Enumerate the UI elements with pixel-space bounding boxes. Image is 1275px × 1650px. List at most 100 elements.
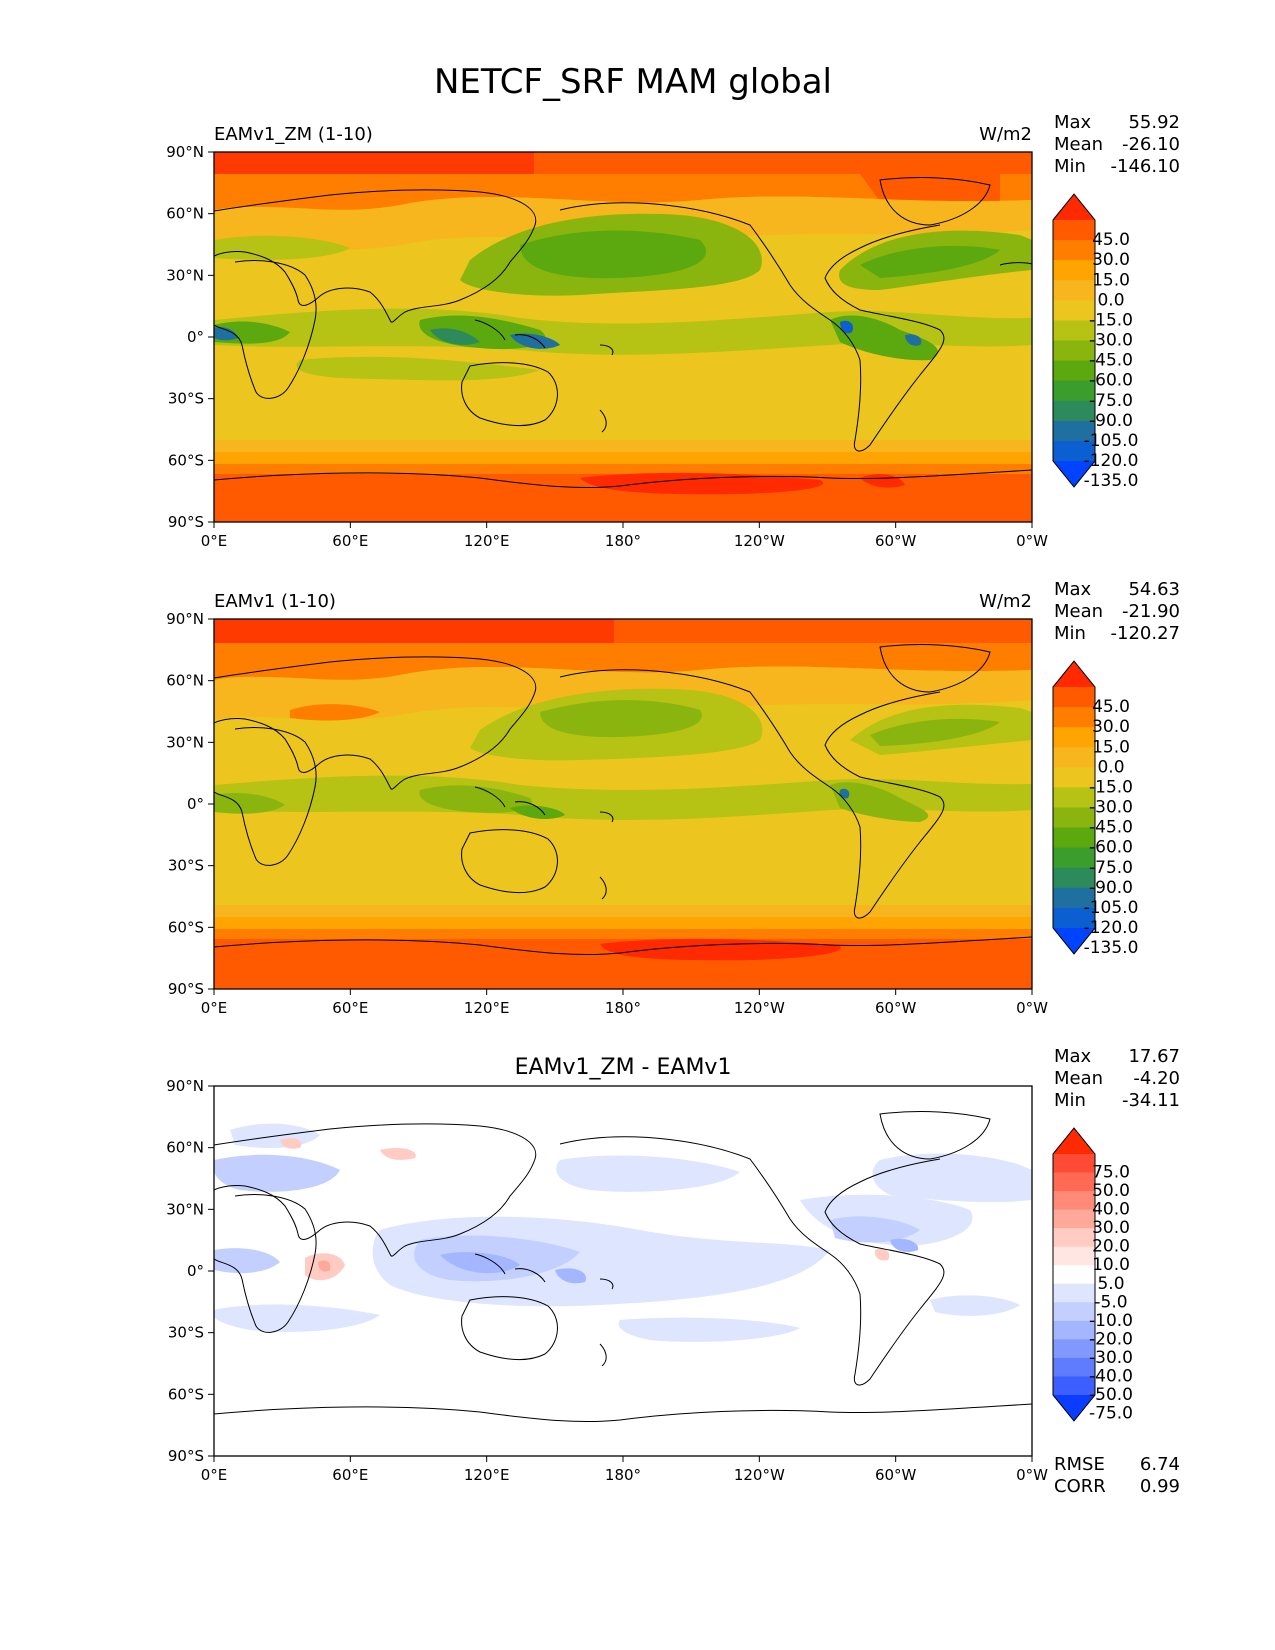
y-tick-label: 90°N [166,1077,204,1095]
panel-units: W/m2 [979,124,1032,145]
colorbar-segment [1053,360,1095,382]
colorbar-segment [1053,887,1095,909]
y-tick-label: 90°S [168,980,204,998]
y-tick-label: 60°N [166,205,204,223]
y-tick-label: 30°N [166,266,204,284]
colorbar-label: -75.0 [1089,858,1133,878]
colorbar-label: -135.0 [1084,938,1139,958]
colorbar-outline [1052,660,1096,955]
y-tick-label: 0° [187,795,204,813]
colorbar-segment [1053,1339,1095,1359]
colorbar-label: 10.0 [1092,1255,1130,1275]
colorbar-segment [1053,787,1095,808]
colorbar-label: 15.0 [1092,737,1130,757]
colorbar-label: -60.0 [1089,371,1133,391]
colorbar-label: -40.0 [1089,1366,1133,1386]
colorbar-segment [1053,440,1095,462]
colorbar-label: 0.0 [1097,290,1124,310]
colorbar-label: -75.0 [1089,1404,1133,1424]
stat-value: -21.90 [1122,601,1180,622]
colorbar-label: 30.0 [1092,1218,1130,1238]
stat-value: -34.11 [1122,1090,1180,1111]
colorbar-segment [1053,380,1095,402]
stat-value: 55.92 [1128,112,1180,133]
y-tick-label: 60°S [168,1385,204,1403]
colorbar-label: 30.0 [1092,250,1130,270]
colorbar-segment [1053,1172,1095,1192]
axes-and-colorbars: 0°E 60°E 120°E 180° 120°W 60°W 0°W 90°N 60°N 30°N… [166,112,1180,1497]
colorbar-segment [1053,1246,1095,1266]
colorbar-extend-max [1053,1128,1095,1154]
x-tick-label: 180° [605,999,641,1017]
panel-units: W/m2 [979,591,1032,612]
colorbar-label: -90.0 [1089,411,1133,431]
colorbar-extend-min [1053,928,1095,954]
y-tick-label: 90°S [168,1447,204,1465]
stat-value: 54.63 [1128,579,1180,600]
figure-title: NETCF_SRF MAM global [434,62,832,102]
colorbar-segment [1053,220,1095,241]
y-tick-label: 90°N [166,610,204,628]
colorbar-extend-max [1053,194,1095,220]
stat-value: -26.10 [1122,134,1180,155]
colorbar-segment [1053,340,1095,362]
y-tick-label: 30°N [166,733,204,751]
colorbar-extend-min [1053,1395,1095,1421]
x-tick-label: 120°W [734,1466,785,1484]
x-tick-label: 0°E [201,999,228,1017]
coastlines [214,644,1032,956]
colorbar-label: -135.0 [1084,471,1139,491]
colorbar-segment [1053,867,1095,889]
colorbar-label: -105.0 [1084,898,1139,918]
colorbar-label: -120.0 [1084,918,1139,938]
colorbar-extend-min [1053,461,1095,487]
colorbar-label: 0.0 [1097,757,1124,777]
y-tick-label: 60°S [168,451,204,469]
map-field [214,1086,1032,1456]
colorbar-label: -90.0 [1089,878,1133,898]
x-tick-label: 60°W [875,1466,917,1484]
colorbar-segment [1053,300,1095,321]
colorbar-label: 15.0 [1092,270,1130,290]
colorbar-segment [1053,1320,1095,1340]
colorbar-segment [1053,847,1095,869]
stat-value: -120.27 [1111,623,1180,644]
colorbar-label: -45.0 [1089,818,1133,838]
colorbar-outline [1052,1127,1096,1422]
y-tick-label: 60°N [166,1139,204,1157]
colorbar-label: -75.0 [1089,391,1133,411]
colorbar-segment [1053,687,1095,708]
x-tick-label: 120°E [464,532,510,550]
colorbar-segment [1053,1357,1095,1377]
colorbar-label: -5.0 [1094,1292,1127,1312]
y-tick-label: 90°N [166,143,204,161]
colorbar-label: 75.0 [1092,1163,1130,1183]
y-tick-label: 60°S [168,918,204,936]
colorbar-label: 5.0 [1097,1274,1124,1294]
colorbar-label: -20.0 [1089,1329,1133,1349]
panel-reference: EAMv1 (1-10) W/m2 [214,591,1032,989]
colorbar-segment [1053,1228,1095,1248]
colorbar-label: -45.0 [1089,351,1133,371]
x-tick-label: 0°E [201,532,228,550]
x-tick-label: 120°W [734,999,785,1017]
y-tick-label: 30°S [168,1324,204,1342]
stat-name: Min [1054,623,1086,644]
x-tick-label: 120°W [734,532,785,550]
colorbar-label: -120.0 [1084,451,1139,471]
colorbar-label: -15.0 [1089,310,1133,330]
x-tick-label: 60°W [875,532,917,550]
extra-stat-name: RMSE [1054,1454,1105,1475]
colorbar-segment [1053,320,1095,341]
colorbar-segment [1053,747,1095,768]
panel-left-title: EAMv1_ZM (1-10) [214,124,373,145]
colorbar-extend-max [1053,661,1095,687]
colorbar-label: -10.0 [1089,1311,1133,1331]
extra-stat-value: 6.74 [1140,1454,1180,1475]
colorbar-label: -30.0 [1089,798,1133,818]
y-tick-label: 60°N [166,672,204,690]
colorbar-segment [1053,827,1095,849]
extra-stat-value: 0.99 [1140,1476,1180,1497]
colorbar-segment [1053,1302,1095,1322]
colorbar-segment [1053,907,1095,929]
